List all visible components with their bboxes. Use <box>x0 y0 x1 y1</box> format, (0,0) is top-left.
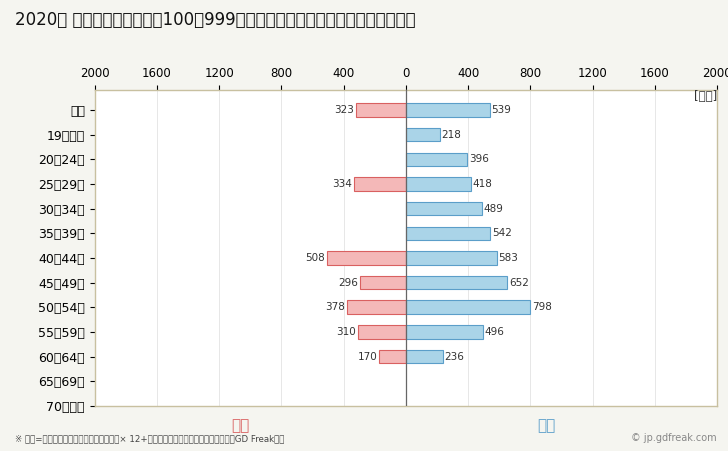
Text: 583: 583 <box>499 253 518 263</box>
Bar <box>355 103 406 117</box>
Text: 2020年 民間企業（従業者数100～999人）フルタイム労働者の男女別平均年収: 2020年 民間企業（従業者数100～999人）フルタイム労働者の男女別平均年収 <box>15 11 415 29</box>
Bar <box>406 325 483 339</box>
Text: 323: 323 <box>334 105 354 115</box>
Bar <box>360 276 406 290</box>
Text: 496: 496 <box>485 327 505 337</box>
Bar <box>406 350 443 364</box>
Bar <box>406 152 467 166</box>
Text: 310: 310 <box>336 327 356 337</box>
Bar <box>357 325 406 339</box>
Text: © jp.gdfreak.com: © jp.gdfreak.com <box>631 433 717 443</box>
Text: 218: 218 <box>442 129 462 140</box>
Text: [万円]: [万円] <box>694 90 717 103</box>
Text: 542: 542 <box>492 228 512 238</box>
Text: 396: 396 <box>470 154 489 164</box>
Bar <box>406 128 440 142</box>
Bar <box>327 251 406 265</box>
Text: 女性: 女性 <box>231 418 250 433</box>
Bar <box>406 177 471 191</box>
Text: 170: 170 <box>357 352 378 362</box>
Text: 539: 539 <box>491 105 512 115</box>
Text: ※ 年収=「きまって支給する現金給与額」× 12+「年間賞与その他特別給与額」としてGD Freak推計: ※ 年収=「きまって支給する現金給与額」× 12+「年間賞与その他特別給与額」と… <box>15 434 284 443</box>
Bar <box>406 226 490 240</box>
Bar <box>406 300 530 314</box>
Text: 418: 418 <box>472 179 493 189</box>
Bar <box>406 276 507 290</box>
Text: 378: 378 <box>325 302 345 312</box>
Text: 334: 334 <box>332 179 352 189</box>
Text: 男性: 男性 <box>537 418 555 433</box>
Text: 296: 296 <box>338 278 358 288</box>
Text: 508: 508 <box>305 253 325 263</box>
Bar <box>406 103 490 117</box>
Bar <box>354 177 406 191</box>
Text: 652: 652 <box>509 278 529 288</box>
Bar <box>379 350 406 364</box>
Bar <box>406 202 482 216</box>
Text: 236: 236 <box>445 352 464 362</box>
Text: 798: 798 <box>532 302 552 312</box>
Text: 489: 489 <box>484 203 504 214</box>
Bar <box>347 300 406 314</box>
Bar <box>406 251 496 265</box>
